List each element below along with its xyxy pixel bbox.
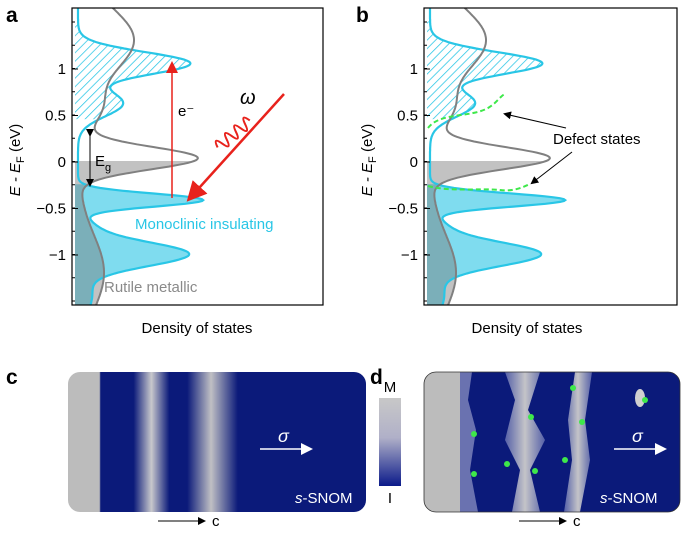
circle [471,471,477,477]
colorbar-bottom: I [388,490,392,507]
tspan: (eV) [359,124,376,157]
metal-region [424,372,464,512]
photon-label: ω [240,87,256,109]
y-tick-label: −0.5 [36,201,66,218]
snom-label: s-SNOM [295,490,353,507]
defect-arrow [503,111,567,129]
metal-streak [564,372,592,512]
colorbar-top: M [384,379,397,396]
circle [532,468,538,474]
tspan: -SNOM [608,490,658,507]
axes-box [423,7,678,306]
tspan: F [15,156,27,163]
boundary [460,372,478,512]
tspan: s [295,490,303,507]
defect-arrow [530,151,573,185]
axes-box [71,7,324,306]
y-tick-label: 0.5 [397,108,418,125]
metal-spot [635,389,645,407]
y-tick-label: 0 [58,154,66,171]
x-axis-label: Density of states [472,320,583,337]
circle [570,385,576,391]
insulating-label: Monoclinic insulating [135,216,273,233]
tspan: -SNOM [303,490,353,507]
panel-label: b [356,4,369,27]
x-axis-label: Density of states [142,320,253,337]
tspan: g [105,162,111,174]
defect-state [427,93,506,129]
metallic-label: Rutile metallic [104,279,198,296]
y-tick-label: 0.5 [45,108,66,125]
circle [579,419,585,425]
colorbar [379,398,401,486]
y-axis-label: E - EF (eV) [359,124,379,197]
metal-streak [505,372,545,512]
tspan: (eV) [7,124,24,157]
unoccupied-hatch [75,21,191,120]
y-tick-label: 0 [410,154,418,171]
circle [471,431,477,437]
tspan: s [600,490,608,507]
circle [528,414,534,420]
tspan: E - E [7,162,24,196]
insulating-dos [428,8,568,305]
insulating-dos [76,8,205,305]
c-axis-label: c [573,513,581,530]
y-tick-label: −1 [401,247,418,264]
circle [504,461,510,467]
metallic-dos [81,8,199,305]
circle [642,397,648,403]
y-tick-label: 1 [410,61,418,78]
y-axis-label: E - EF (eV) [7,124,27,197]
c-axis-label: c [212,513,220,530]
panel-label: c [6,366,18,389]
dos-plot-b [427,8,568,305]
unoccupied-hatch [427,21,543,120]
metallic-dos [433,8,551,305]
tspan: F [367,156,379,163]
polarization-label: σ [278,426,290,446]
y-tick-label: 1 [58,61,66,78]
photon-arrow [186,93,285,202]
snom-image-c [68,372,366,512]
circle [562,457,568,463]
pulse [214,116,251,148]
snom-image-d [424,372,680,512]
tspan: E - E [359,162,376,196]
panel-label: a [6,4,18,27]
y-tick-label: −0.5 [388,201,418,218]
y-tick-label: −1 [49,247,66,264]
snom-label: s-SNOM [600,490,658,507]
panel-label: d [370,366,383,389]
defect-dots [471,385,648,477]
tspan: E [95,153,105,170]
defect-state [427,183,531,192]
frame [423,371,681,513]
polarization-label: σ [632,426,644,446]
gap-label: Eg [95,153,111,174]
occupied-metal-fill [427,161,547,305]
electron-label: e⁻ [178,103,194,120]
defect-label: Defect states [553,131,641,148]
